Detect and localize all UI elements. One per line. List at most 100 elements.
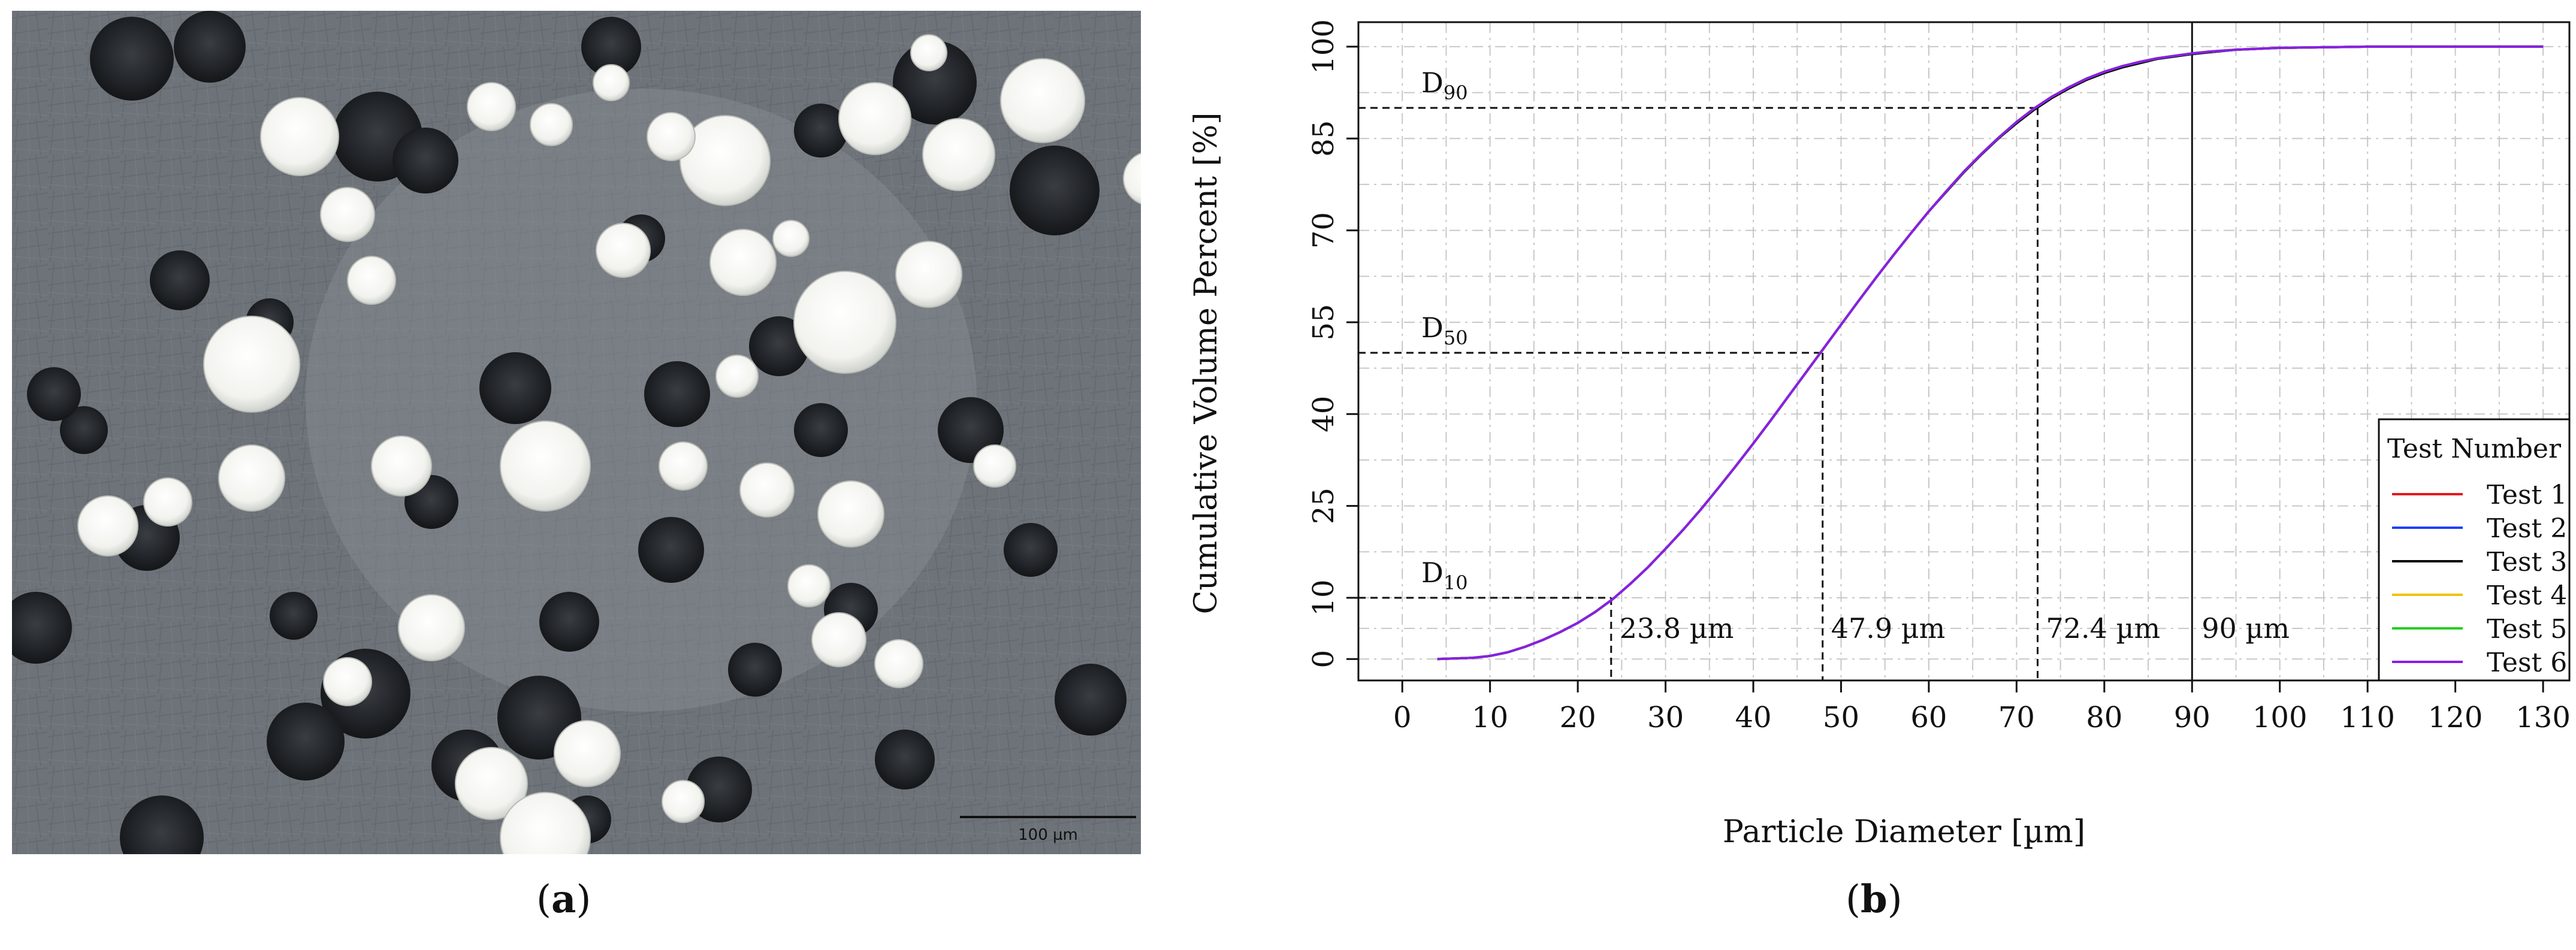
series-layer <box>1437 45 2544 661</box>
plot-frame <box>1357 21 2571 682</box>
light-particle <box>680 115 771 206</box>
light-particle <box>455 747 528 820</box>
reference-label-sub: 10 <box>1443 571 1468 594</box>
light-particle <box>838 82 911 155</box>
x-tick-label: 50 <box>1823 701 1859 734</box>
caption-b-letter: b <box>1860 877 1888 922</box>
x-tick-label: 100 <box>2252 701 2308 734</box>
dark-particle <box>581 17 641 77</box>
light-particle <box>554 720 621 787</box>
light-particle <box>320 187 375 242</box>
y-tick-label: 0 <box>1307 650 1340 668</box>
light-particle <box>895 241 962 308</box>
light-particle <box>811 612 866 667</box>
light-particle <box>1123 152 1141 205</box>
light-particle <box>530 103 573 146</box>
dark-particle <box>1055 664 1127 736</box>
light-particle <box>772 220 810 257</box>
legend-box <box>2378 418 2571 682</box>
y-tick-label: 25 <box>1307 488 1340 524</box>
light-particle <box>77 495 138 556</box>
dark-particle <box>644 361 710 427</box>
x-tick-label: 120 <box>2428 701 2483 734</box>
dark-particle <box>60 406 108 454</box>
dark-particle <box>638 517 704 583</box>
light-particle <box>973 444 1016 488</box>
x-tick-label: 80 <box>2086 701 2122 734</box>
light-particle <box>593 64 630 101</box>
reference-label-main: D <box>1421 66 1443 99</box>
light-particle <box>467 82 516 131</box>
light-particle <box>874 639 923 688</box>
light-particle <box>709 229 777 296</box>
x-tick-label: 40 <box>1735 701 1771 734</box>
x-tick-label: 30 <box>1647 701 1684 734</box>
dark-particle <box>728 643 782 697</box>
x-tick-label: 130 <box>2515 701 2571 734</box>
dark-particle <box>794 104 848 158</box>
y-axis-label: Cumulative Volume Percent [%] <box>1188 113 1224 615</box>
dark-particle <box>150 250 210 310</box>
reference-label-sub: 50 <box>1443 326 1468 349</box>
caption-a: (a) <box>536 877 591 922</box>
light-particle <box>793 271 896 374</box>
light-particle <box>203 316 300 413</box>
dark-particle <box>27 367 81 421</box>
axes-layer: 0 10 20 30 40 50 60 70 80 90 100 110 120 130 0 10 25 40 55… <box>1188 19 2571 850</box>
dark-particle <box>539 592 599 652</box>
reference-label-main: D <box>1421 556 1443 589</box>
dark-particle <box>1010 146 1100 235</box>
light-particle <box>323 657 372 706</box>
light-particle <box>1000 58 1085 143</box>
dark-particle <box>1004 523 1058 577</box>
light-particle <box>647 112 696 161</box>
light-particle <box>910 34 947 71</box>
dark-particle <box>270 592 318 640</box>
legend-title: Test Number <box>2387 434 2562 464</box>
light-particle <box>659 441 708 491</box>
light-particle <box>500 792 591 854</box>
caption-a-letter: a <box>551 877 576 922</box>
reference-label-sub: 90 <box>1443 81 1468 104</box>
micrograph-image: 100 µm <box>12 11 1141 854</box>
legend-label-6: Test 6 <box>2487 648 2567 678</box>
y-tick-label: 10 <box>1307 579 1340 616</box>
y-tick-label: 85 <box>1307 120 1340 157</box>
light-particle <box>500 420 591 512</box>
reference-value-label-50: 47.9 µm <box>1831 612 1946 645</box>
x-tick-label: 90 <box>2174 701 2210 734</box>
y-tick-label: 70 <box>1307 212 1340 249</box>
light-particle <box>817 480 884 547</box>
light-particle <box>787 564 831 607</box>
light-particle <box>143 477 192 527</box>
dark-particle <box>90 17 174 101</box>
light-particle <box>371 435 432 497</box>
dark-particle <box>479 352 551 424</box>
light-particle <box>739 462 795 518</box>
legend-label-4: Test 4 <box>2487 580 2567 611</box>
reference-value-label-10: 23.8 µm <box>1620 612 1734 645</box>
psd-chart: D10 23.8 µm D50 47.9 µm D90 72.4 µm 90 µm 0 10 2… <box>1180 0 2576 863</box>
legend-label-3: Test 3 <box>2487 547 2567 577</box>
legend-label-1: Test 1 <box>2487 480 2567 510</box>
light-particle <box>662 780 705 823</box>
reference-label-50: D50 <box>1421 311 1468 349</box>
light-particle <box>347 256 396 305</box>
vertical-line-label: 90 µm <box>2201 612 2290 645</box>
legend-label-5: Test 5 <box>2487 614 2567 645</box>
light-particles <box>77 34 1141 854</box>
series-line-test-6 <box>1437 45 2544 661</box>
dark-particle <box>12 592 72 664</box>
reference-value-label-90: 72.4 µm <box>2046 612 2161 645</box>
micrograph-svg: 100 µm <box>12 11 1141 854</box>
dark-particle <box>174 11 246 83</box>
light-particle <box>715 355 759 398</box>
y-tick-label: 100 <box>1307 19 1340 74</box>
light-particle <box>260 97 339 176</box>
x-tick-label: 20 <box>1560 701 1596 734</box>
light-particle <box>596 223 651 278</box>
x-tick-label: 60 <box>1910 701 1947 734</box>
light-particle <box>398 594 465 661</box>
